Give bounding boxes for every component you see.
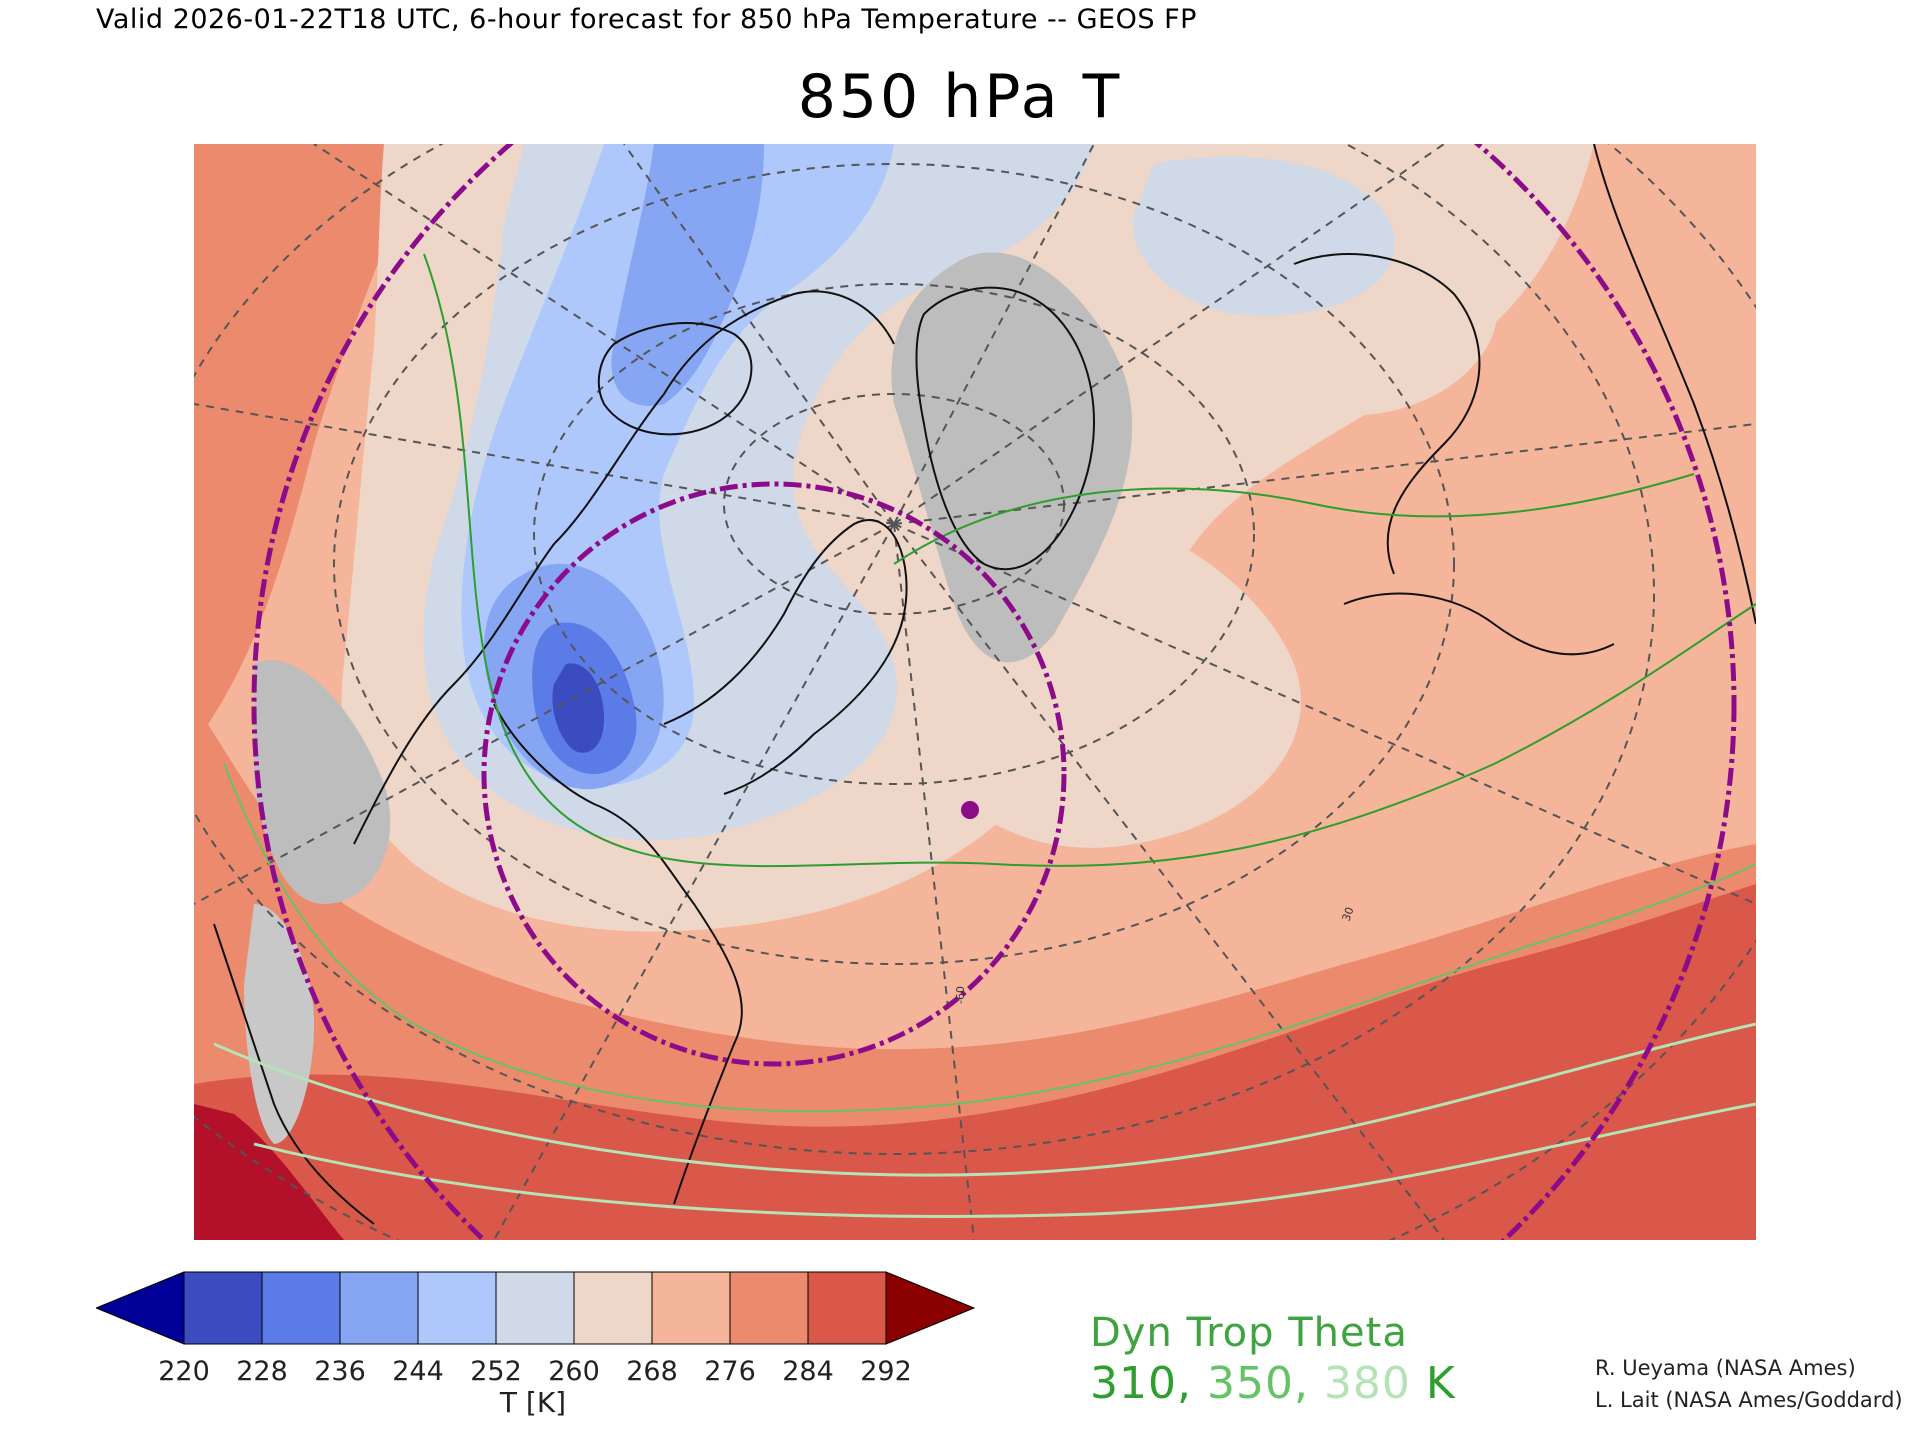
missing-greenland: [891, 252, 1133, 663]
temperature-colorbar: 220 228 236 244 252 260 268 276 284 292 T [K]: [96, 1271, 976, 1419]
theta-contours: [213, 253, 1756, 1218]
theta-contour-380: [213, 1022, 1756, 1177]
range-circle-outer: [251, 144, 1737, 1240]
colorbar-tick-label: 276: [704, 1356, 756, 1387]
colorbar-cells: [96, 1271, 976, 1345]
meridian-line: [893, 144, 1095, 525]
meridian-line: [493, 523, 895, 1240]
colorbar-cell: [573, 1271, 653, 1345]
credit-line: R. Ueyama (NASA Ames): [1595, 1356, 1856, 1380]
theta-contour-310: [423, 253, 1756, 868]
credits: R. Ueyama (NASA Ames) L. Lait (NASA Ames…: [1595, 1352, 1903, 1416]
theta-legend-title: Dyn Trop Theta: [1090, 1310, 1408, 1356]
colorbar-cell: [651, 1271, 731, 1345]
temperature-map: -60 30: [194, 144, 1756, 1240]
theta-value-380: 380: [1323, 1358, 1411, 1409]
coastline-east-us: [493, 703, 743, 1205]
colorbar-tick-labels: 220 228 236 244 252 260 268 276 284 292: [158, 1356, 912, 1387]
missing-mexico: [244, 904, 314, 1144]
field-west-edge: [194, 144, 424, 744]
coastline-west-mexico: [213, 923, 375, 1225]
meridian-line: [313, 144, 895, 525]
theta-contour-380: [253, 1102, 1756, 1218]
colorbar-tick-label: 220: [158, 1356, 210, 1387]
colorbar-cell: [417, 1271, 497, 1345]
theta-contour-310: [893, 473, 1695, 565]
theta-value-310: 310: [1090, 1358, 1177, 1409]
meridian-line: [623, 144, 895, 525]
coastline-north-america: [353, 290, 895, 845]
coastline-labrador: [663, 519, 908, 795]
colorbar-extend-low: [96, 1271, 185, 1345]
coastline-arctic-islands: [597, 322, 753, 436]
center-point-marker: [961, 801, 979, 819]
meridian-line: [893, 144, 1445, 525]
longitude-label: -60: [954, 986, 967, 1004]
meridian-line: [194, 523, 895, 905]
colorbar-tick-label: 228: [236, 1356, 288, 1387]
colorbar-cell: [807, 1271, 887, 1345]
theta-legend-values: 310, 350, 380 K: [1090, 1358, 1456, 1409]
graticule: [194, 144, 1756, 1240]
credit-line: L. Lait (NASA Ames/Goddard): [1595, 1388, 1903, 1412]
theta-unit: K: [1410, 1358, 1456, 1409]
colorbar-cell: [261, 1271, 341, 1345]
field-hot-spot: [194, 1104, 344, 1240]
colorbar-cell: [183, 1271, 263, 1345]
colorbar-extend-high: [885, 1271, 976, 1345]
colorbar-tick-label: 292: [860, 1356, 912, 1387]
theta-separator: ,: [1293, 1358, 1324, 1409]
field-core-228: [552, 663, 604, 753]
coastline-europe: [1343, 592, 1615, 656]
map-title: 850 hPa T: [797, 62, 1123, 132]
missing-rockies: [254, 660, 391, 904]
meridian-line: [893, 523, 1445, 1240]
theta-legend: Dyn Trop Theta 310, 350, 380 K: [1090, 1310, 1456, 1409]
meridian-line: [893, 423, 1756, 525]
coastline-scandinavia: [1293, 253, 1481, 575]
colorbar-tick-label: 252: [470, 1356, 522, 1387]
colorbar-tick-label: 244: [392, 1356, 444, 1387]
colorbar-tick-label: 284: [782, 1356, 834, 1387]
field-siberia-260: [1132, 156, 1395, 316]
latitude-label: 30: [1340, 905, 1357, 923]
meridian-line: [893, 523, 1756, 905]
meridian-line: [194, 403, 895, 525]
map-panel: -60 30: [194, 144, 1756, 1240]
range-circle-inner: [481, 481, 1067, 1067]
latitude-circle-50: [194, 144, 1655, 1155]
coastline-greenland: [915, 286, 1095, 571]
coastline-asia: [1593, 144, 1756, 625]
theta-separator: ,: [1176, 1358, 1207, 1409]
colorbar-cell: [339, 1271, 419, 1345]
colorbar-tick-label: 236: [314, 1356, 366, 1387]
colorbar-tick-label: 260: [548, 1356, 600, 1387]
colorbar-cell: [729, 1271, 809, 1345]
colorbar-cell: [495, 1271, 575, 1345]
meridian-line: [893, 523, 975, 1240]
theta-value-350: 350: [1206, 1358, 1294, 1409]
colorbar-unit-label: T [K]: [499, 1386, 566, 1419]
latitude-circle-60: [333, 163, 1455, 965]
coastlines: [213, 144, 1756, 1225]
theta-contour-350: [223, 763, 1756, 1113]
forecast-caption: Valid 2026-01-22T18 UTC, 6-hour forecast…: [96, 4, 1197, 35]
latitude-circle-70: [533, 283, 1255, 785]
field-arctic-core: [688, 164, 743, 251]
colorbar-tick-label: 268: [626, 1356, 678, 1387]
field-band-292: [194, 884, 1756, 1240]
